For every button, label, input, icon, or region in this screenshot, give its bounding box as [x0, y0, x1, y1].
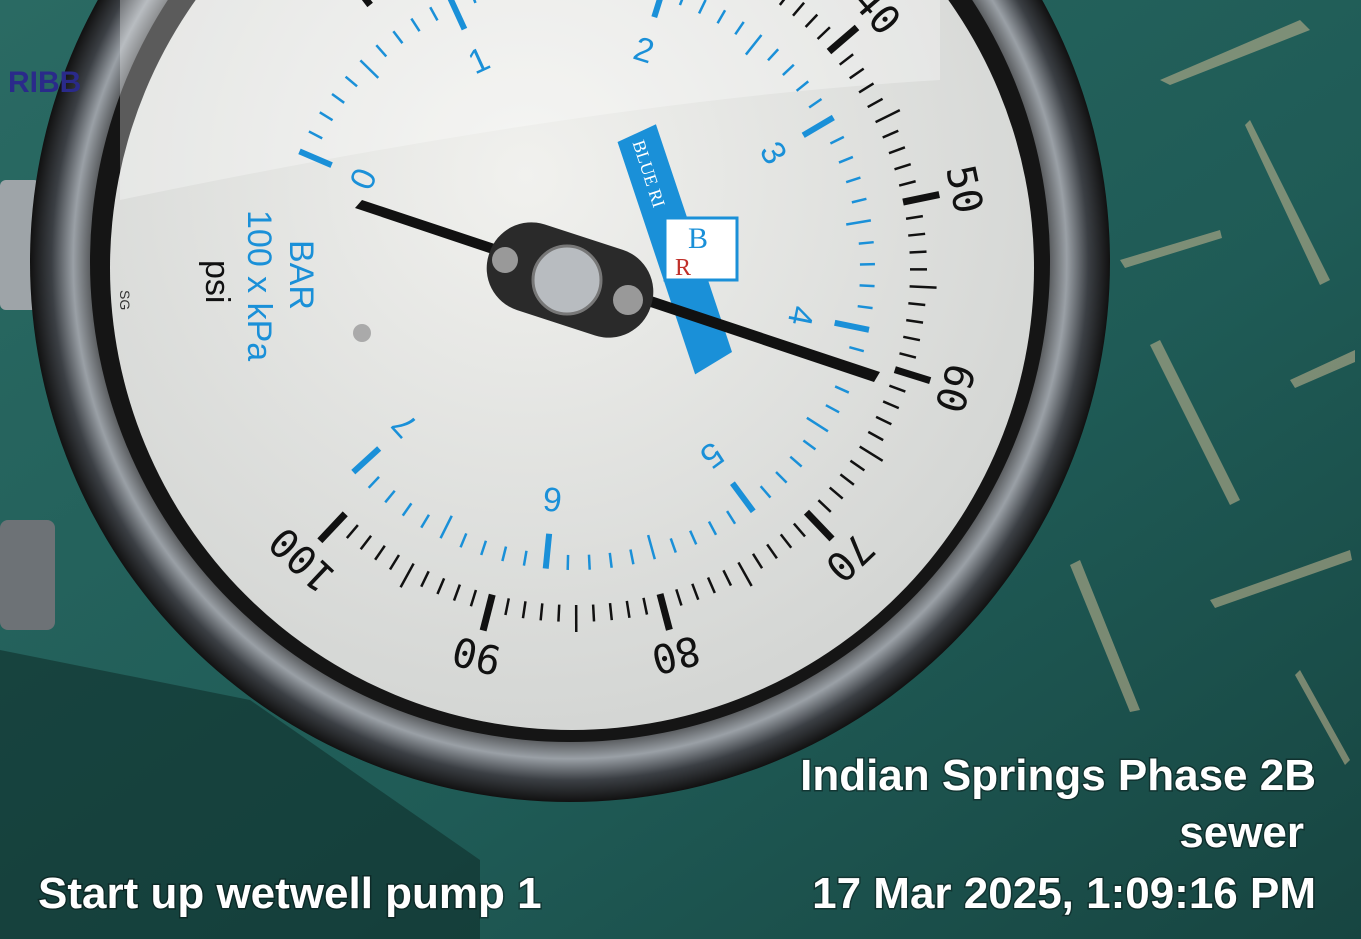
sg-mark: SG: [117, 290, 133, 310]
psi-tick: [908, 234, 925, 236]
logo-letter: R: [675, 255, 691, 281]
screw: [492, 247, 518, 273]
caption: Start up wetwell pump 1: [38, 869, 542, 918]
location-line: Indian Springs Phase 2B: [800, 751, 1316, 800]
location-line: sewer: [1179, 808, 1304, 857]
edge-label: RIBB: [8, 66, 81, 99]
psi-tick: [541, 603, 543, 620]
psi-tick: [593, 605, 594, 622]
unit-bar: BAR: [282, 240, 320, 310]
psi-label: 50: [936, 161, 991, 217]
psi-tick: [910, 286, 937, 287]
unit-kpa: 100 x kPa: [240, 210, 278, 361]
valve-knob: [0, 520, 55, 630]
logo-letter: B: [688, 222, 708, 255]
psi-tick: [558, 605, 559, 622]
bar-tick: [589, 555, 590, 570]
photo: 40506070809010001234567 RIBB BAR 100 x k…: [0, 0, 1361, 939]
psi-tick: [908, 303, 925, 305]
screw: [353, 324, 371, 342]
screw: [613, 285, 643, 315]
page: 40506070809010001234567 RIBB BAR 100 x k…: [0, 0, 1361, 939]
bar-tick: [546, 534, 549, 569]
unit-psi: psi: [198, 260, 236, 303]
bar-tick: [860, 285, 875, 286]
psi-tick: [610, 603, 612, 620]
psi-tick: [910, 252, 927, 253]
timestamp: 17 Mar 2025, 1:09:16 PM: [812, 869, 1316, 918]
bar-label: 6: [541, 479, 564, 519]
bar-tick: [859, 242, 874, 243]
hub-cap: [533, 246, 601, 314]
